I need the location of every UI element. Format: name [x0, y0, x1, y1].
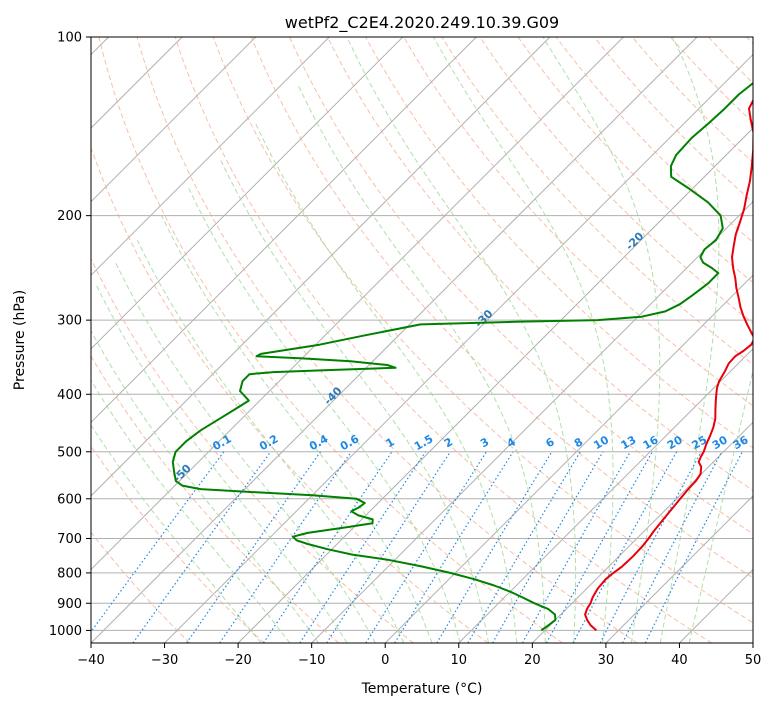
isotherm-line — [91, 37, 698, 643]
mixing-ratio-line — [219, 451, 352, 643]
isotherm-line — [164, 53, 753, 643]
x-tick-label: −30 — [151, 653, 178, 668]
mixing-ratio-line — [436, 451, 553, 643]
moist-adiabat-line — [297, 83, 546, 643]
mixing-ratio-line — [186, 451, 321, 643]
x-axis: −40 −30 −20 −10 0 10 20 30 40 50 — [77, 643, 761, 668]
moist-adiabat-line — [94, 283, 348, 643]
dry-adiabat-line — [593, 37, 753, 203]
y-tick-label: 800 — [57, 566, 82, 581]
isotherm-line — [91, 37, 257, 203]
isotherm-line — [91, 37, 477, 424]
isotherm-line — [458, 348, 753, 643]
mixing-ratio-line — [299, 451, 426, 643]
isotherm-line — [91, 37, 624, 571]
dry-adiabats — [91, 37, 753, 643]
dry-adiabat-line — [288, 37, 753, 535]
dry-adiabat-line — [250, 37, 753, 579]
dry-adiabat-line — [174, 37, 713, 643]
dry-adiabat-line — [212, 37, 753, 624]
plot-frame — [90, 36, 754, 644]
dry-adiabat-line — [517, 37, 753, 284]
mixing-ratio-line — [599, 451, 702, 643]
moist-adiabat-line — [188, 188, 461, 643]
x-tick-label: −10 — [298, 653, 325, 668]
moist-adiabat-line — [346, 37, 577, 643]
dry-adiabat-line — [479, 37, 753, 324]
moist-adiabat-line — [91, 424, 262, 643]
moist-adiabat-line — [115, 262, 376, 643]
dry-adiabat-line — [365, 37, 753, 449]
y-tick-label: 400 — [57, 388, 82, 403]
dry-adiabat-line — [327, 37, 753, 492]
x-tick-label: 10 — [451, 653, 468, 668]
x-tick-label: 0 — [381, 653, 389, 668]
dry-adiabat-line — [631, 37, 753, 163]
dry-adiabat-line — [441, 37, 753, 365]
x-axis-title: Temperature (°C) — [361, 681, 483, 697]
moist-adiabats — [91, 37, 753, 643]
y-tick-label: 500 — [57, 445, 82, 460]
x-tick-label: −20 — [224, 653, 251, 668]
plot-area: -100-90-80-70-60-50-40-30-20-10010203040… — [91, 37, 753, 643]
mixing-ratio-line — [262, 451, 393, 643]
isotherm-line — [605, 495, 753, 643]
moist-adiabat-line — [161, 215, 433, 643]
moist-adiabat-line — [136, 239, 405, 643]
y-tick-label: 600 — [57, 492, 82, 507]
isotherm-line — [91, 37, 404, 350]
x-tick-label: 40 — [671, 653, 688, 668]
y-tick-label: 900 — [57, 597, 82, 612]
dry-adiabat-line — [403, 37, 753, 407]
mixing-ratio-line — [326, 451, 451, 643]
y-tick-label: 100 — [57, 31, 82, 46]
isotherm-line — [237, 127, 753, 643]
isotherm-line — [91, 37, 551, 497]
dry-adiabat-line — [136, 37, 638, 643]
x-tick-label: 30 — [598, 653, 615, 668]
y-tick-label: 300 — [57, 314, 82, 329]
moist-adiabat-line — [688, 368, 753, 643]
mixing-ratio-line — [132, 451, 272, 643]
dry-adiabat-line — [91, 354, 340, 643]
sounding-series — [171, 81, 753, 632]
dry-adiabat-line — [98, 37, 563, 643]
y-axis: 100 200 300 400 500 600 700 800 900 1000 — [49, 31, 91, 639]
moist-adiabat-line — [219, 157, 489, 643]
moist-adiabat-line — [91, 329, 319, 643]
series-line — [171, 81, 753, 632]
moist-adiabat-line — [91, 379, 291, 643]
dry-adiabat-line — [91, 531, 191, 643]
mixing-ratio-line — [572, 451, 678, 643]
isotherm-line — [91, 37, 330, 276]
x-tick-label: 50 — [745, 653, 762, 668]
mixing-ratio-line — [91, 451, 225, 633]
isotherm-line — [384, 274, 753, 643]
y-tick-label: 1000 — [49, 624, 82, 639]
isotherm-line — [531, 421, 753, 643]
y-tick-label: 700 — [57, 532, 82, 547]
moist-adiabat-line — [255, 123, 518, 643]
moist-adiabat-line — [433, 37, 614, 643]
isotherm-grid — [91, 37, 753, 643]
dry-adiabat-line — [91, 146, 489, 643]
mixing-ratio-line — [546, 451, 653, 643]
chart-title: wetPf2_C2E4.2020.249.10.39.G09 — [285, 13, 559, 33]
y-tick-label: 200 — [57, 209, 82, 224]
y-axis-title: Pressure (hPa) — [12, 290, 28, 390]
moist-adiabat-line — [659, 37, 720, 643]
moist-adiabat-line — [542, 37, 661, 643]
series-line — [584, 98, 753, 632]
x-tick-label: −40 — [77, 653, 104, 668]
mixing-ratio-line — [521, 451, 631, 643]
x-tick-label: 20 — [524, 653, 541, 668]
